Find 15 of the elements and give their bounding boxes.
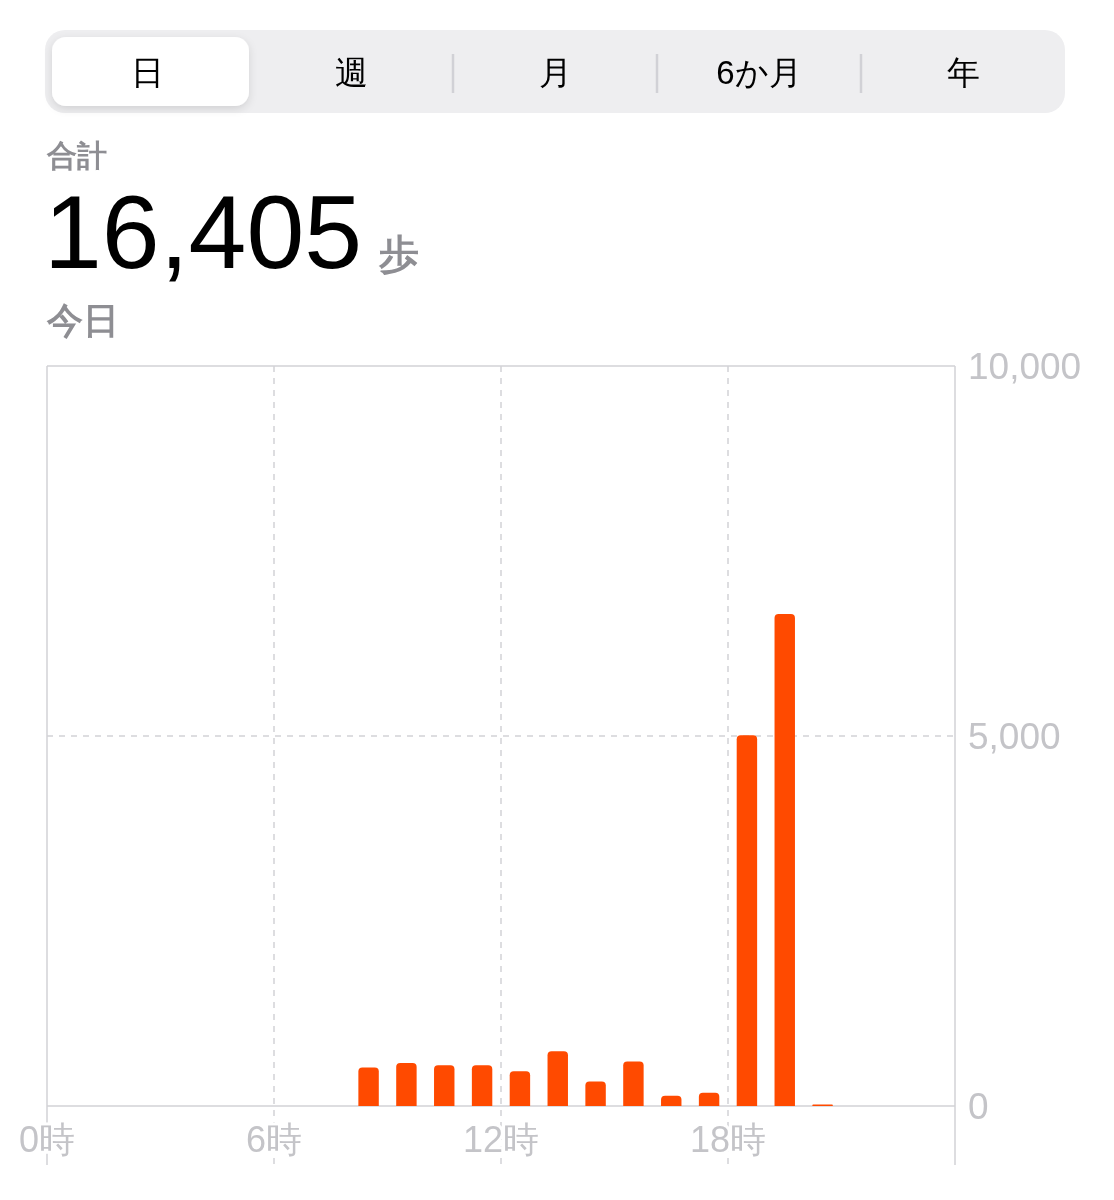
chart-subtitle: 今日: [46, 300, 119, 341]
text: 日: [130, 53, 164, 91]
x-tick-label: 18時: [689, 1119, 767, 1160]
text: 年: [946, 53, 980, 91]
y-tick-label: 5,000: [968, 716, 1061, 757]
text: 月: [538, 53, 572, 91]
x-tick-label: 6時: [245, 1119, 303, 1160]
x-tick-label: 0時: [18, 1119, 76, 1160]
text: 6か月: [716, 53, 802, 91]
y-tick-label: 10,000: [968, 346, 1082, 387]
text: 週: [334, 53, 368, 91]
x-tick-label: 12時: [462, 1119, 540, 1160]
text: 合計: [46, 139, 107, 172]
y-tick-label: 0: [968, 1086, 989, 1127]
chart-title: 16,405 歩: [44, 174, 419, 290]
